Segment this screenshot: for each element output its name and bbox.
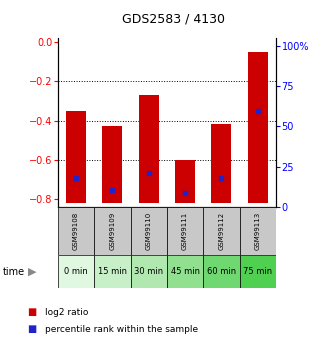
Text: 15 min: 15 min — [98, 267, 127, 276]
Bar — [167, 207, 203, 255]
Text: 60 min: 60 min — [207, 267, 236, 276]
Text: GSM99110: GSM99110 — [146, 212, 152, 250]
Text: percentile rank within the sample: percentile rank within the sample — [45, 325, 198, 334]
Text: log2 ratio: log2 ratio — [45, 308, 88, 317]
Bar — [58, 255, 94, 288]
Bar — [240, 207, 276, 255]
Text: GSM99109: GSM99109 — [109, 212, 115, 250]
Text: 75 min: 75 min — [243, 267, 273, 276]
Text: GSM99111: GSM99111 — [182, 212, 188, 250]
Bar — [131, 255, 167, 288]
Text: ■: ■ — [28, 307, 37, 317]
Text: ▶: ▶ — [28, 267, 36, 277]
Bar — [131, 207, 167, 255]
Text: GSM99112: GSM99112 — [219, 212, 224, 250]
Text: 45 min: 45 min — [170, 267, 200, 276]
Text: GSM99113: GSM99113 — [255, 212, 261, 250]
Bar — [167, 255, 203, 288]
Bar — [58, 207, 94, 255]
Bar — [175, 160, 195, 203]
Text: GSM99108: GSM99108 — [73, 212, 79, 250]
Text: 30 min: 30 min — [134, 267, 163, 276]
Bar — [203, 255, 240, 288]
Bar — [212, 125, 231, 203]
Bar — [66, 111, 86, 203]
Bar — [102, 126, 122, 203]
Bar — [240, 255, 276, 288]
Text: ■: ■ — [28, 325, 37, 334]
Bar — [94, 207, 131, 255]
Bar — [248, 52, 268, 203]
Bar — [94, 255, 131, 288]
Bar — [139, 95, 159, 203]
Text: time: time — [3, 267, 25, 277]
Bar — [203, 207, 240, 255]
Text: 0 min: 0 min — [64, 267, 88, 276]
Text: GDS2583 / 4130: GDS2583 / 4130 — [122, 12, 225, 25]
